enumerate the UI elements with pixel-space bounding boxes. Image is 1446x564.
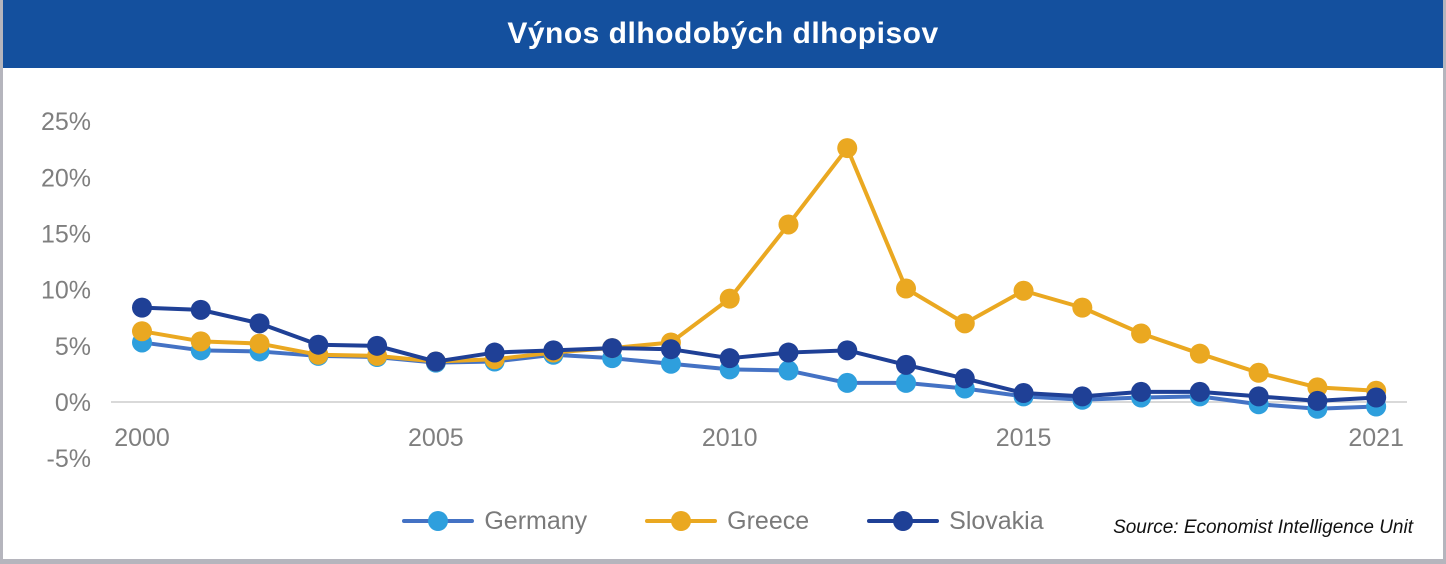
data-point-greece <box>837 138 858 159</box>
data-point-germany <box>778 360 799 381</box>
data-point-greece <box>778 214 799 235</box>
data-point-slovakia <box>132 297 152 318</box>
data-point-greece <box>1131 323 1152 344</box>
data-point-greece <box>1248 362 1269 383</box>
data-point-greece <box>1013 280 1034 301</box>
data-point-slovakia <box>249 313 270 334</box>
data-point-slovakia <box>1248 386 1269 407</box>
y-axis-tick-label: 25% <box>41 108 91 136</box>
data-point-greece <box>719 288 740 309</box>
x-axis-tick-label: 2005 <box>408 424 464 452</box>
series-line-slovakia <box>140 305 1379 403</box>
data-point-slovakia <box>778 342 799 363</box>
data-point-slovakia <box>602 338 623 359</box>
legend-item-greece: Greece <box>645 507 809 536</box>
legend-label-slovakia: Slovakia <box>949 506 1044 535</box>
data-point-greece <box>954 313 975 334</box>
data-point-slovakia <box>1189 381 1210 402</box>
y-axis-tick-label: 15% <box>41 220 91 248</box>
y-axis-tick-label: -5% <box>47 445 91 473</box>
data-point-slovakia <box>954 368 975 389</box>
legend-item-germany: Germany <box>402 507 587 536</box>
slovakia-line-marker-icon <box>867 510 940 532</box>
chart-legend: Germany Greece Slovakia <box>3 504 1443 538</box>
legend-label-germany: Germany <box>484 506 588 535</box>
legend-label-greece: Greece <box>727 506 810 535</box>
data-point-greece <box>132 321 152 342</box>
chart-title-bar: Výnos dlhodobých dlhopisov <box>3 0 1443 68</box>
data-point-germany <box>837 372 858 393</box>
data-point-germany <box>896 372 917 393</box>
data-point-slovakia <box>484 342 505 363</box>
y-axis-tick-label: 10% <box>41 277 91 305</box>
source-credit: Source: Economist Intelligence Unit <box>1113 517 1413 538</box>
data-point-slovakia <box>896 354 917 375</box>
chart-title: Výnos dlhodobých dlhopisov <box>507 17 939 50</box>
data-point-greece <box>1189 343 1210 364</box>
series-line-greece <box>140 146 1379 393</box>
data-point-slovakia <box>1366 387 1387 408</box>
data-point-slovakia <box>543 340 564 361</box>
data-point-slovakia <box>837 340 858 361</box>
germany-line-marker-icon <box>402 510 475 532</box>
data-point-slovakia <box>1307 390 1328 411</box>
x-axis-tick-label: 2015 <box>996 424 1052 452</box>
data-point-slovakia <box>1131 381 1152 402</box>
data-point-germany <box>660 353 681 374</box>
data-point-greece <box>190 331 211 352</box>
data-point-slovakia <box>190 299 211 320</box>
legend-item-slovakia: Slovakia <box>867 507 1044 536</box>
data-point-slovakia <box>425 351 446 372</box>
y-axis-tick-label: 5% <box>55 333 91 361</box>
data-point-greece <box>249 333 270 354</box>
data-point-slovakia <box>719 348 740 369</box>
data-point-slovakia <box>1013 383 1034 404</box>
greece-line-marker-icon <box>645 510 718 532</box>
data-point-greece <box>896 278 917 299</box>
y-axis-tick-label: 20% <box>41 164 91 192</box>
data-point-slovakia <box>1072 386 1093 407</box>
y-axis-tick-label: 0% <box>55 389 91 417</box>
data-point-greece <box>1072 297 1093 318</box>
data-point-slovakia <box>660 339 681 360</box>
data-point-slovakia <box>367 335 388 356</box>
x-axis-tick-label: 2021 <box>1348 424 1404 452</box>
x-axis-tick-label: 2010 <box>702 424 758 452</box>
line-chart-plot: 25% 20% 15% 10% 5% 0% -5% 2000 2005 2010 2015 2021 <box>41 108 1407 473</box>
x-axis-tick-label: 2000 <box>114 424 170 452</box>
data-point-slovakia <box>308 334 329 355</box>
